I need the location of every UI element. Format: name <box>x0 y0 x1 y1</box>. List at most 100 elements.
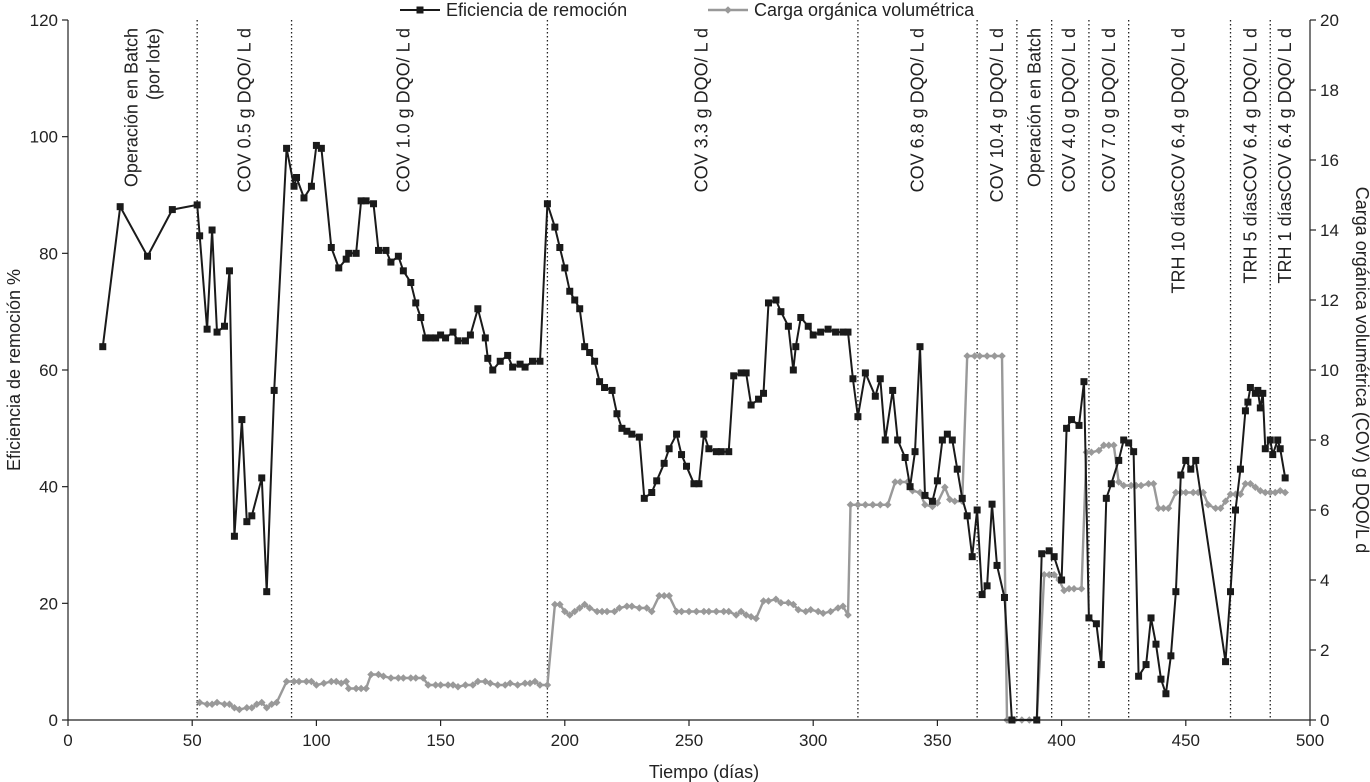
data-point <box>1135 672 1143 680</box>
data-point <box>461 337 469 345</box>
data-point <box>1164 504 1173 513</box>
data-point <box>302 677 311 686</box>
data-point <box>839 602 847 611</box>
data-point <box>993 561 1001 569</box>
data-point <box>797 314 805 321</box>
data-point <box>374 670 383 679</box>
data-point <box>772 296 780 304</box>
data-point <box>493 681 502 689</box>
data-point <box>257 698 266 707</box>
data-point <box>1154 504 1163 513</box>
data-point <box>444 681 452 689</box>
data-point <box>551 600 559 609</box>
data-point <box>293 174 301 181</box>
data-point <box>203 325 211 333</box>
data-point <box>665 591 673 600</box>
phase-label: TRH 1 díasCOV 6.4 g DQO/ L d <box>1275 28 1295 283</box>
data-point <box>764 597 773 605</box>
y-left-tick-label: 0 <box>49 711 58 730</box>
data-point <box>854 413 862 421</box>
data-point <box>208 700 216 709</box>
y-left-tick-label: 80 <box>39 244 58 263</box>
data-point <box>1182 488 1190 497</box>
data-point <box>1095 446 1103 455</box>
data-point <box>1182 456 1190 464</box>
data-point <box>817 328 825 336</box>
data-point <box>1251 483 1260 492</box>
data-point <box>431 681 440 689</box>
data-point <box>367 670 375 679</box>
data-point <box>777 598 785 607</box>
data-point <box>844 328 852 336</box>
data-point <box>143 252 151 260</box>
data-point <box>586 349 594 356</box>
data-point <box>789 600 798 609</box>
phase-boundaries <box>196 20 1271 720</box>
data-point <box>608 386 616 394</box>
data-point <box>665 445 673 453</box>
x-axis-title: Tiempo (días) <box>649 762 759 782</box>
data-point <box>1152 640 1160 648</box>
data-point <box>220 322 228 330</box>
data-point <box>983 352 991 360</box>
data-point <box>1077 584 1086 593</box>
data-point <box>335 264 343 272</box>
data-point <box>521 363 529 371</box>
data-point <box>300 194 308 202</box>
phase-label: COV 1.0 g DQO/ L d <box>393 28 413 192</box>
data-point <box>267 700 276 709</box>
data-point <box>419 674 428 682</box>
data-point <box>623 602 631 611</box>
data-point <box>168 206 176 214</box>
data-point <box>1226 490 1235 499</box>
x-tick-label: 250 <box>675 731 703 750</box>
y-right-tick-label: 2 <box>1320 641 1329 660</box>
data-point <box>948 436 956 444</box>
data-point <box>1246 384 1254 391</box>
data-point <box>474 305 482 313</box>
data-point <box>1254 386 1262 394</box>
data-point <box>394 252 402 260</box>
data-point <box>352 249 360 257</box>
data-point <box>777 308 785 316</box>
data-point <box>382 246 390 254</box>
data-point <box>1104 441 1113 450</box>
data-point <box>1080 378 1088 386</box>
y-right-tick-label: 16 <box>1320 151 1339 170</box>
legend-entry-label: Carga orgánica volumétrica <box>754 0 975 20</box>
data-point <box>312 141 320 149</box>
data-point <box>417 314 425 321</box>
data-point <box>516 360 524 368</box>
data-point <box>317 144 325 152</box>
data-point <box>1085 614 1093 622</box>
data-point <box>732 611 740 619</box>
data-point <box>575 604 584 612</box>
data-point <box>1192 456 1200 464</box>
y-right-tick-label: 10 <box>1320 361 1339 380</box>
data-point <box>941 483 949 492</box>
y-right-tick-label: 12 <box>1320 291 1339 310</box>
data-point <box>883 500 892 509</box>
x-tick-label: 200 <box>551 731 579 750</box>
data-point <box>998 352 1006 360</box>
y-right-tick-label: 20 <box>1320 11 1339 30</box>
data-point <box>399 674 408 682</box>
data-point <box>424 681 432 689</box>
data-point <box>938 436 946 444</box>
data-point <box>1115 456 1123 464</box>
data-point <box>1281 488 1289 497</box>
data-point <box>678 451 686 459</box>
data-point <box>968 553 976 561</box>
y-left-tick-label: 100 <box>30 128 58 147</box>
data-point <box>1269 451 1277 459</box>
data-point <box>809 331 817 339</box>
data-point <box>677 607 686 616</box>
data-point <box>437 331 445 339</box>
data-point <box>327 244 335 251</box>
data-point <box>894 436 902 444</box>
data-point <box>387 258 395 266</box>
data-point <box>603 607 611 616</box>
data-point <box>705 607 713 616</box>
data-point <box>861 500 870 509</box>
data-point <box>1120 436 1128 444</box>
